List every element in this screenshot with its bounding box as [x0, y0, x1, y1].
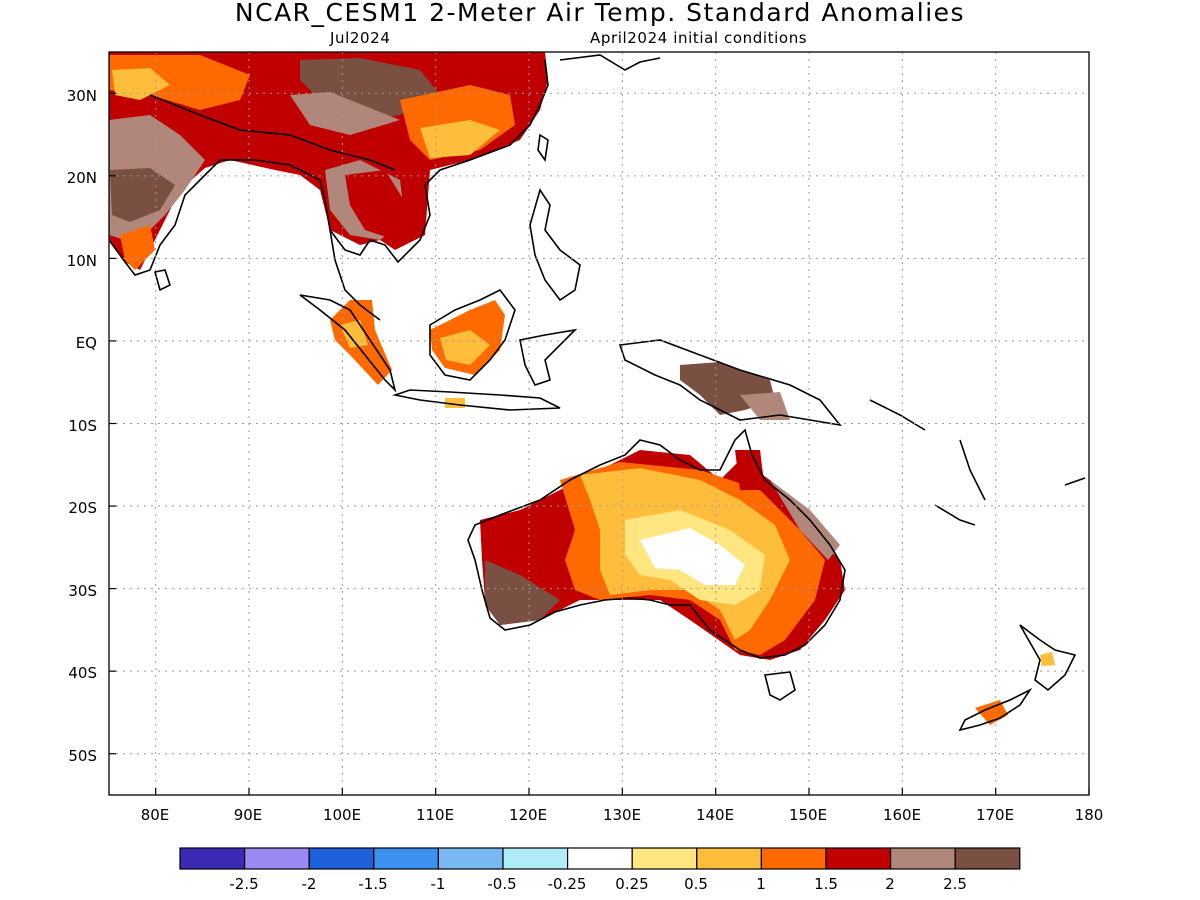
legend-swatch — [566, 847, 633, 870]
coast-nz-north — [1019, 624, 1077, 692]
region-newguinea-light — [740, 392, 790, 420]
legend-label: 0.25 — [615, 875, 648, 893]
coast-tasmania — [764, 671, 796, 701]
coast-philippines — [529, 188, 581, 302]
legend-swatch — [502, 847, 569, 870]
lat-axis-labels: 30N 20N 10N EQ 10S 20S 30S 40S 50S — [67, 87, 97, 765]
lat-label: 20S — [68, 499, 97, 517]
lon-label: 130E — [603, 806, 641, 824]
coast-newguinea — [618, 339, 842, 427]
legend-label: -1.5 — [358, 875, 387, 893]
coast-sumatra — [299, 294, 397, 393]
coast-malaya — [329, 229, 381, 321]
chart-title: NCAR_CESM1 2-Meter Air Temp. Standard An… — [234, 0, 966, 27]
legend-swatch — [825, 847, 892, 870]
lon-label: 100E — [323, 806, 361, 824]
region-indochina-red — [345, 170, 410, 240]
lon-label: 150E — [789, 806, 827, 824]
lat-label: 10N — [67, 252, 97, 270]
legend-label: 2 — [885, 875, 895, 893]
legend-label: -2 — [302, 875, 317, 893]
legend-swatch — [889, 847, 956, 870]
lon-label: 120E — [509, 806, 547, 824]
coast-japan — [559, 54, 661, 71]
coast-asia — [109, 59, 549, 276]
coast-nz-south — [958, 687, 1033, 732]
region-india-south — [120, 225, 155, 270]
coast-australia — [467, 428, 846, 659]
lon-label: 90E — [234, 806, 263, 824]
legend-label: 1.5 — [814, 875, 838, 893]
graticule — [109, 52, 1089, 795]
legend-swatch — [308, 847, 375, 870]
region-china-yellow — [420, 120, 500, 158]
lon-label: 160E — [883, 806, 921, 824]
target-month: Jul2024 — [330, 29, 391, 47]
legend-labels: -2.5 -2 -1.5 -1 -0.5 -0.25 0.25 0.5 1 1.… — [229, 875, 967, 893]
lat-label: 30S — [68, 582, 97, 600]
coast-vanuatu — [959, 439, 986, 501]
region-australia-white — [640, 528, 745, 585]
lon-label: 110E — [416, 806, 454, 824]
legend-label: -0.25 — [548, 875, 587, 893]
legend-swatch — [954, 847, 1021, 870]
anomaly-fields — [109, 52, 1055, 725]
legend-label: 0.5 — [684, 875, 708, 893]
legend-swatch — [244, 847, 310, 870]
region-capeyork — [735, 450, 765, 490]
lat-label: EQ — [76, 334, 97, 352]
legend-swatch — [696, 847, 762, 870]
legend-label: -0.5 — [487, 875, 516, 893]
coast-borneo — [429, 288, 516, 381]
lat-label: 20N — [67, 169, 97, 187]
legend-label: -1 — [431, 875, 446, 893]
coast-newcaledonia — [934, 504, 976, 526]
border-china-india — [149, 94, 396, 171]
legend-swatch — [631, 847, 698, 870]
legend-swatch — [437, 847, 504, 870]
coast-sulawesi — [519, 328, 578, 386]
legend-swatch — [373, 847, 439, 870]
lat-label: 40S — [68, 664, 97, 682]
legend-label: 2.5 — [943, 875, 967, 893]
region-nz-north — [1040, 652, 1055, 666]
lat-label: 30N — [67, 87, 97, 105]
coast-java — [391, 389, 561, 411]
axis-ticks — [109, 92, 1090, 795]
legend-colorbar — [179, 847, 1021, 870]
initial-conditions-label: April2024 initial conditions — [590, 29, 808, 47]
coast-srilanka — [153, 269, 171, 292]
region-tibet-brown — [290, 92, 400, 135]
coast-taiwan — [537, 133, 549, 163]
lat-label: 50S — [68, 747, 97, 765]
coastlines — [109, 54, 1086, 732]
region-ne-brown — [770, 480, 840, 560]
lon-label: 180 — [1075, 806, 1104, 824]
region-borneo-yellow — [440, 330, 490, 365]
region-australia-sw — [485, 560, 560, 625]
region-nw-yellow — [112, 68, 170, 100]
legend-label: 1 — [756, 875, 766, 893]
lon-label: 170E — [976, 806, 1014, 824]
lon-axis-labels: 80E 90E 100E 110E 120E 130E 140E 150E 16… — [141, 806, 1104, 824]
lon-label: 140E — [696, 806, 734, 824]
coast-solomons — [869, 399, 926, 431]
legend-swatch — [760, 847, 827, 870]
region-india-dark — [110, 168, 175, 222]
legend-swatch — [179, 847, 246, 870]
lon-label: 80E — [141, 806, 170, 824]
legend-label: -2.5 — [229, 875, 258, 893]
lat-label: 10S — [68, 417, 97, 435]
coast-fiji — [1064, 477, 1086, 486]
